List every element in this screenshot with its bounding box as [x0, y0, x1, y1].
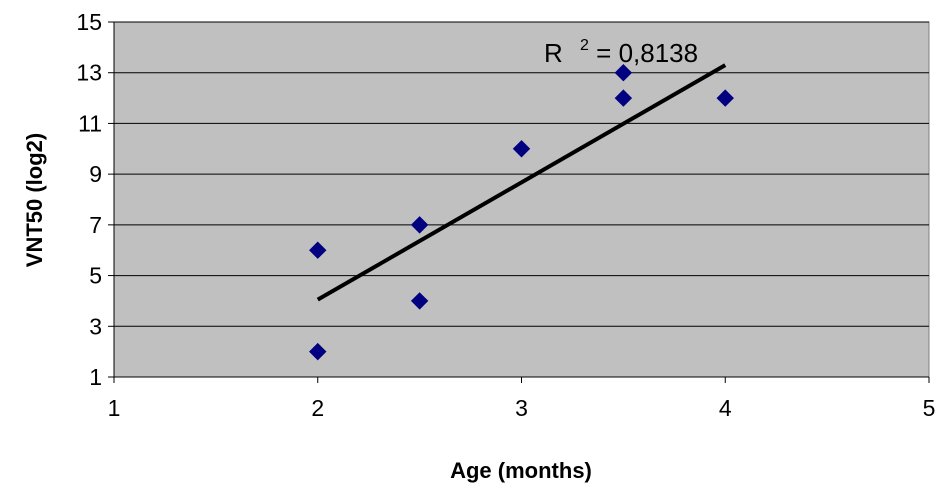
x-tick-label: 4 — [719, 395, 732, 421]
r-label: R — [544, 38, 563, 68]
data-point-diamond — [410, 292, 429, 310]
x-tick-label: 2 — [311, 395, 324, 421]
trendline — [316, 63, 727, 302]
y-tick-label: 5 — [89, 263, 102, 289]
r-squared-annotation: R 2 = 0,8138 — [544, 26, 698, 68]
r-exponent: 2 — [580, 37, 589, 54]
r-value: = 0,8138 — [596, 38, 698, 68]
gridlines — [114, 21, 929, 327]
data-point-diamond — [614, 64, 633, 82]
axes — [108, 21, 930, 383]
data-point-diamond — [716, 89, 734, 107]
x-tick-label: 5 — [923, 395, 936, 421]
y-tick-label: 11 — [78, 110, 102, 136]
data-point-diamond — [410, 216, 429, 234]
data-points — [309, 64, 734, 361]
data-point-diamond — [512, 140, 531, 158]
trendline-segment — [316, 63, 727, 302]
y-tick-label: 1 — [89, 364, 102, 390]
x-tick-label: 1 — [108, 395, 121, 421]
y-tick-label: 9 — [89, 161, 102, 187]
y-axis-title: VNT50 (log2) — [22, 133, 47, 267]
x-tick-labels: 1 2 3 4 5 — [108, 395, 936, 421]
data-point-diamond — [614, 89, 633, 107]
y-tick-label: 7 — [89, 212, 102, 238]
y-tick-label: 13 — [76, 60, 102, 86]
x-axis-title: Age (months) — [450, 458, 592, 483]
data-point-diamond — [309, 342, 327, 361]
x-tick-label: 3 — [515, 395, 528, 421]
y-tick-label: 3 — [89, 313, 102, 339]
data-point-diamond — [309, 241, 327, 259]
plot-area — [113, 21, 930, 378]
y-tick-label: 15 — [76, 9, 102, 35]
